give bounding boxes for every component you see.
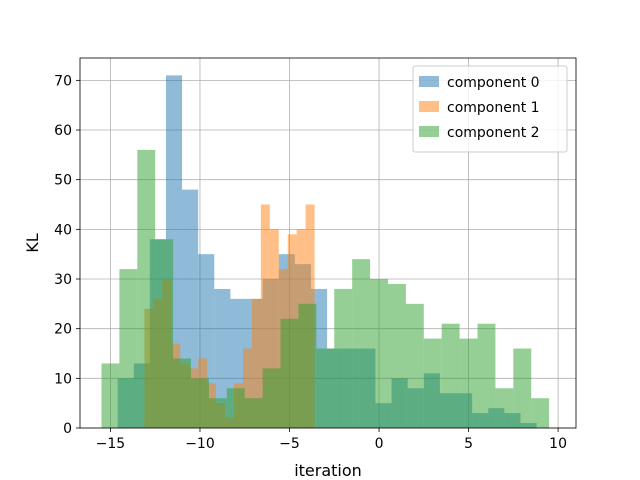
y-tick-label: 30 [54,272,72,288]
legend-label: component 1 [447,100,540,116]
histogram-bar [405,303,424,428]
y-tick-label: 60 [54,123,72,139]
y-tick-label: 50 [54,173,72,189]
histogram-bar [298,303,317,428]
histogram-bar [226,388,245,428]
y-axis-ticks: 0 10 20 30 40 50 60 70 [54,73,80,437]
histogram-bar [423,338,442,428]
histogram-bar [280,318,299,428]
x-axis-label: iteration [294,461,362,480]
histogram-bar [119,269,138,428]
histogram-bar [208,398,227,428]
histogram-bar [191,378,209,428]
histogram-bar [441,323,460,428]
histogram-bar [531,398,550,428]
legend-swatch [419,101,439,112]
histogram-bar [262,368,281,428]
histogram-bar [244,398,263,428]
histogram-bar [316,348,335,428]
x-tick-label: 5 [464,436,473,452]
histogram-bar [242,348,252,428]
y-tick-label: 20 [54,322,72,338]
histogram-bars [101,75,550,428]
y-tick-label: 10 [54,371,72,387]
x-tick-label: −10 [185,436,215,452]
y-tick-label: 0 [63,421,72,437]
series-2-bars [101,149,550,428]
histogram-bar [260,204,270,428]
histogram-bar [101,363,120,428]
legend: component 0 component 1 component 2 [412,65,568,153]
legend-label: component 0 [447,75,540,91]
legend-swatch [419,76,439,87]
histogram-bar [459,338,478,428]
legend-label: component 2 [447,125,540,141]
x-tick-label: 0 [375,436,384,452]
histogram-bar [251,298,261,428]
plot-frame [79,57,577,429]
histogram-bar [214,288,231,428]
legend-box [412,65,568,153]
histogram-bar [334,288,353,428]
histogram-bar [269,229,279,428]
histogram-bar [387,283,406,428]
histogram-bar [477,323,496,428]
y-tick-label: 40 [54,222,72,238]
histogram-bar [173,358,192,428]
x-tick-label: −15 [96,436,126,452]
histogram-bar [352,259,371,428]
histogram-bar [155,239,174,428]
histogram-bar [137,149,156,428]
x-tick-label: −5 [279,436,300,452]
histogram-bar [370,279,388,428]
histogram-bar [495,388,514,428]
x-axis-ticks: −15 −10 −5 0 5 10 [96,428,567,452]
legend-swatch [419,126,439,137]
y-axis-label: KL [23,233,42,252]
x-tick-label: 10 [549,436,567,452]
histogram-bar [513,348,532,428]
y-tick-label: 70 [54,73,72,89]
